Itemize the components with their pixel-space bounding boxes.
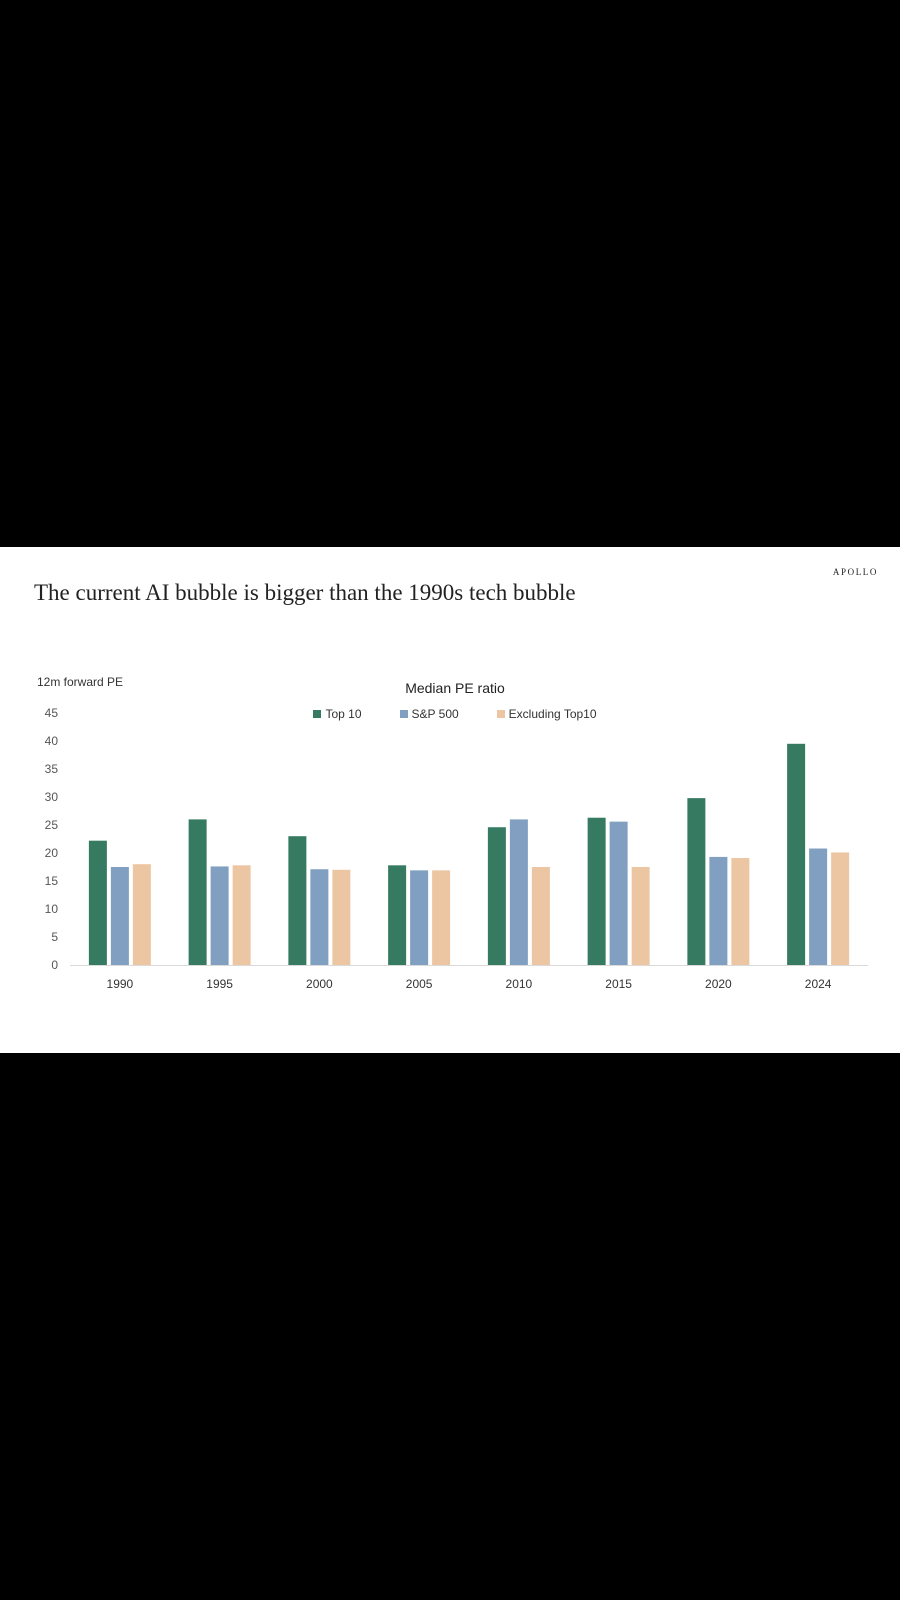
bar <box>88 840 107 965</box>
y-tick-label: 10 <box>45 902 59 916</box>
y-tick-label: 40 <box>45 734 59 748</box>
x-tick-label: 1995 <box>206 977 233 991</box>
x-tick-label: 2024 <box>805 977 832 991</box>
bar <box>487 827 506 965</box>
chart-legend: Top 10 S&P 500 Excluding Top10 <box>0 707 900 721</box>
legend-label: Top 10 <box>325 707 362 721</box>
bar <box>731 858 750 965</box>
legend-swatch <box>496 710 505 718</box>
y-axis-label: 12m forward PE <box>37 675 124 689</box>
legend-label: Excluding Top10 <box>508 707 597 721</box>
legend-label: S&P 500 <box>411 707 459 721</box>
legend-item: S&P 500 <box>399 707 459 721</box>
bar <box>110 867 129 965</box>
x-tick-label: 2010 <box>506 977 533 991</box>
y-tick-label: 0 <box>51 958 58 972</box>
y-tick-label: 5 <box>51 930 58 944</box>
y-tick-label: 35 <box>45 762 59 776</box>
bar <box>687 798 706 965</box>
bar <box>332 869 351 965</box>
bar <box>587 817 606 965</box>
y-tick-label: 25 <box>45 818 59 832</box>
legend-swatch <box>399 710 408 718</box>
x-tick-label: 2020 <box>705 977 732 991</box>
bar <box>388 865 407 965</box>
y-tick-label: 45 <box>45 706 59 720</box>
bar <box>210 866 229 965</box>
legend-item: Top 10 <box>313 707 362 721</box>
bar <box>432 870 451 965</box>
chart-title: Median PE ratio <box>405 680 505 696</box>
bar <box>132 864 151 965</box>
bar <box>787 743 806 965</box>
legend-swatch <box>313 710 322 718</box>
bar <box>609 821 628 965</box>
bar <box>631 867 650 965</box>
bar <box>410 870 429 965</box>
bar <box>232 865 251 965</box>
bar <box>509 819 528 965</box>
bar <box>709 856 728 965</box>
x-tick-label: 2000 <box>306 977 333 991</box>
page-title: The current AI bubble is bigger than the… <box>34 580 576 605</box>
bar <box>831 852 850 965</box>
bar <box>531 867 550 965</box>
x-tick-label: 1990 <box>107 977 134 991</box>
legend-item: Excluding Top10 <box>496 707 597 721</box>
bar <box>310 869 329 965</box>
bar <box>809 848 828 965</box>
bar-chart: 0 5 10 15 20 25 30 35 40 45 1990 1995 2000 2005 2010 20… <box>45 706 868 991</box>
x-tick-label: 2015 <box>605 977 632 991</box>
y-tick-label: 20 <box>45 846 59 860</box>
bar <box>288 836 307 965</box>
y-tick-label: 30 <box>45 790 59 804</box>
brand-logo-text: APOLLO <box>832 567 878 577</box>
slide: APOLLO The current AI bubble is bigger t… <box>0 547 900 1053</box>
bar <box>188 819 207 965</box>
y-tick-label: 15 <box>45 874 59 888</box>
x-tick-label: 2005 <box>406 977 433 991</box>
